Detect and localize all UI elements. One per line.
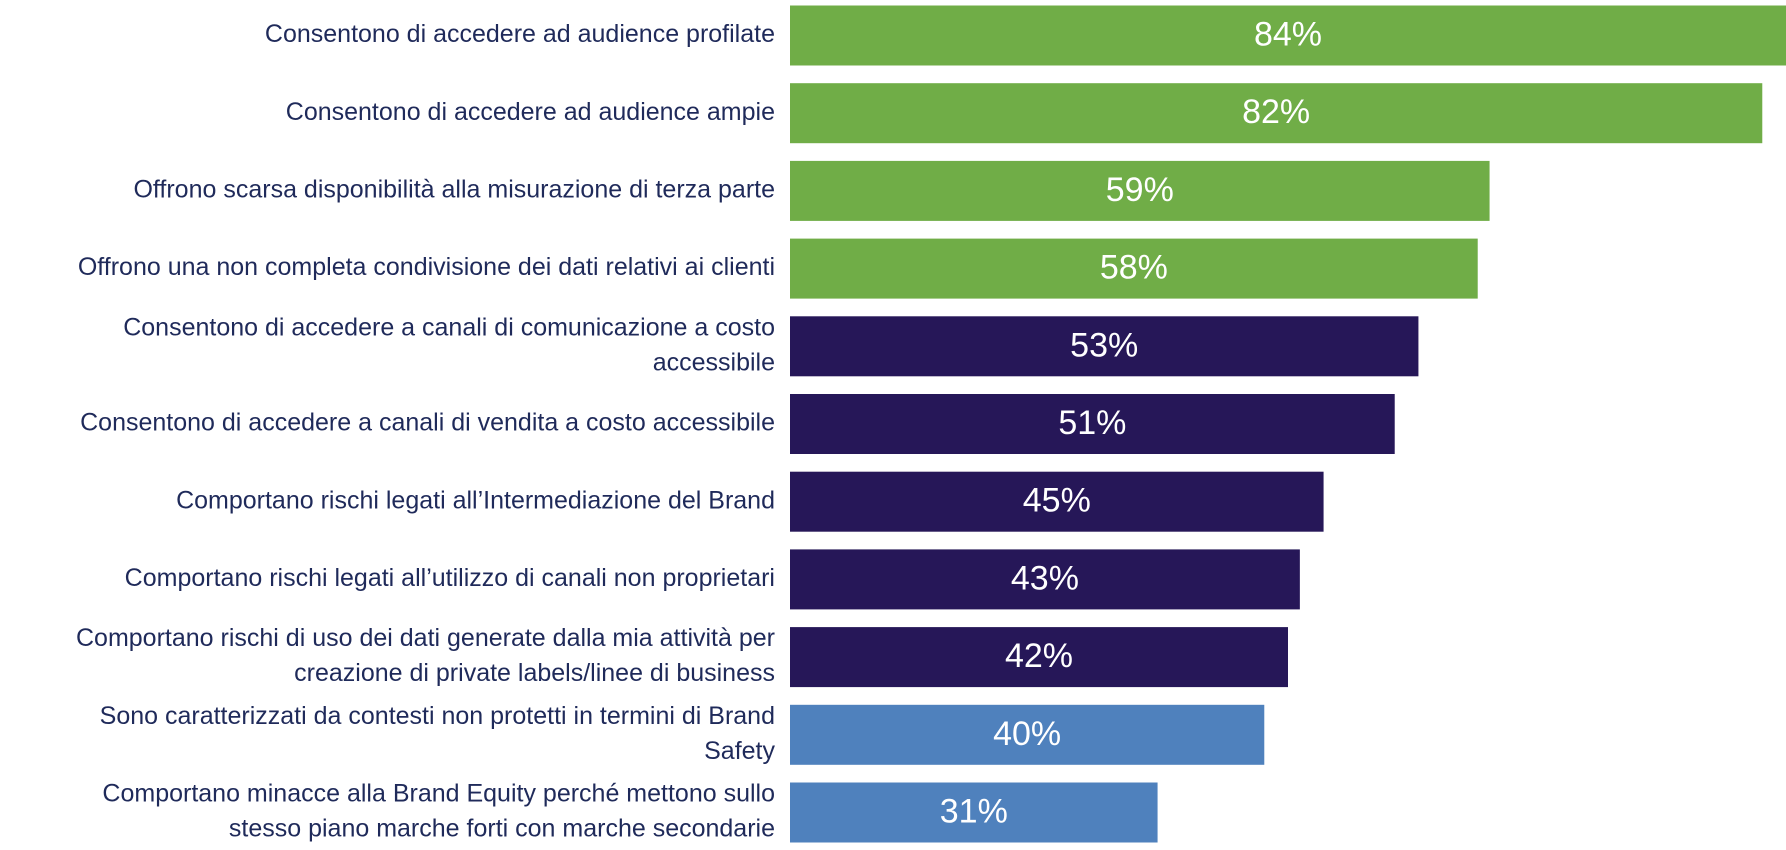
category-label: accessibile xyxy=(653,348,775,376)
value-label: 40% xyxy=(993,715,1061,753)
value-label: 82% xyxy=(1242,93,1310,131)
category-label: Offrono una non completa condivisione de… xyxy=(78,253,775,281)
value-label: 84% xyxy=(1254,15,1322,53)
category-label: Consentono di accedere ad audience ampie xyxy=(286,98,775,126)
bar xyxy=(790,704,1265,765)
bar xyxy=(790,83,1763,144)
category-label: creazione di private labels/linee di bus… xyxy=(294,659,775,687)
category-label: Comportano rischi legati all’utilizzo di… xyxy=(125,564,775,592)
value-label: 58% xyxy=(1100,249,1168,287)
category-label: Consentono di accedere a canali di comun… xyxy=(123,313,775,341)
value-label: 31% xyxy=(940,792,1008,830)
value-label: 43% xyxy=(1011,559,1079,597)
category-label: Comportano minacce alla Brand Equity per… xyxy=(102,780,775,808)
value-label: 59% xyxy=(1106,171,1174,209)
bar xyxy=(790,627,1288,688)
bar xyxy=(790,549,1300,610)
category-label: Safety xyxy=(704,737,775,765)
bar xyxy=(790,782,1158,843)
bar xyxy=(790,394,1395,454)
category-label: Comportano rischi legati all’Intermediaz… xyxy=(176,486,775,514)
bar xyxy=(790,238,1478,299)
category-label: Offrono scarsa disponibilità alla misura… xyxy=(133,176,775,204)
bar xyxy=(790,160,1490,221)
category-label: Sono caratterizzati da contesti non prot… xyxy=(100,702,775,730)
category-label: Comportano rischi di uso dei dati genera… xyxy=(76,624,775,652)
value-label: 51% xyxy=(1058,404,1126,442)
bar xyxy=(790,471,1324,532)
category-label: Consentono di accedere ad audience profi… xyxy=(265,20,775,48)
category-label: stesso piano marche forti con marche sec… xyxy=(229,815,775,843)
value-label: 53% xyxy=(1070,326,1138,364)
value-label: 45% xyxy=(1023,482,1091,520)
bar xyxy=(790,316,1419,377)
bar xyxy=(790,5,1786,66)
value-label: 42% xyxy=(1005,637,1073,675)
category-label: Consentono di accedere a canali di vendi… xyxy=(80,409,775,437)
